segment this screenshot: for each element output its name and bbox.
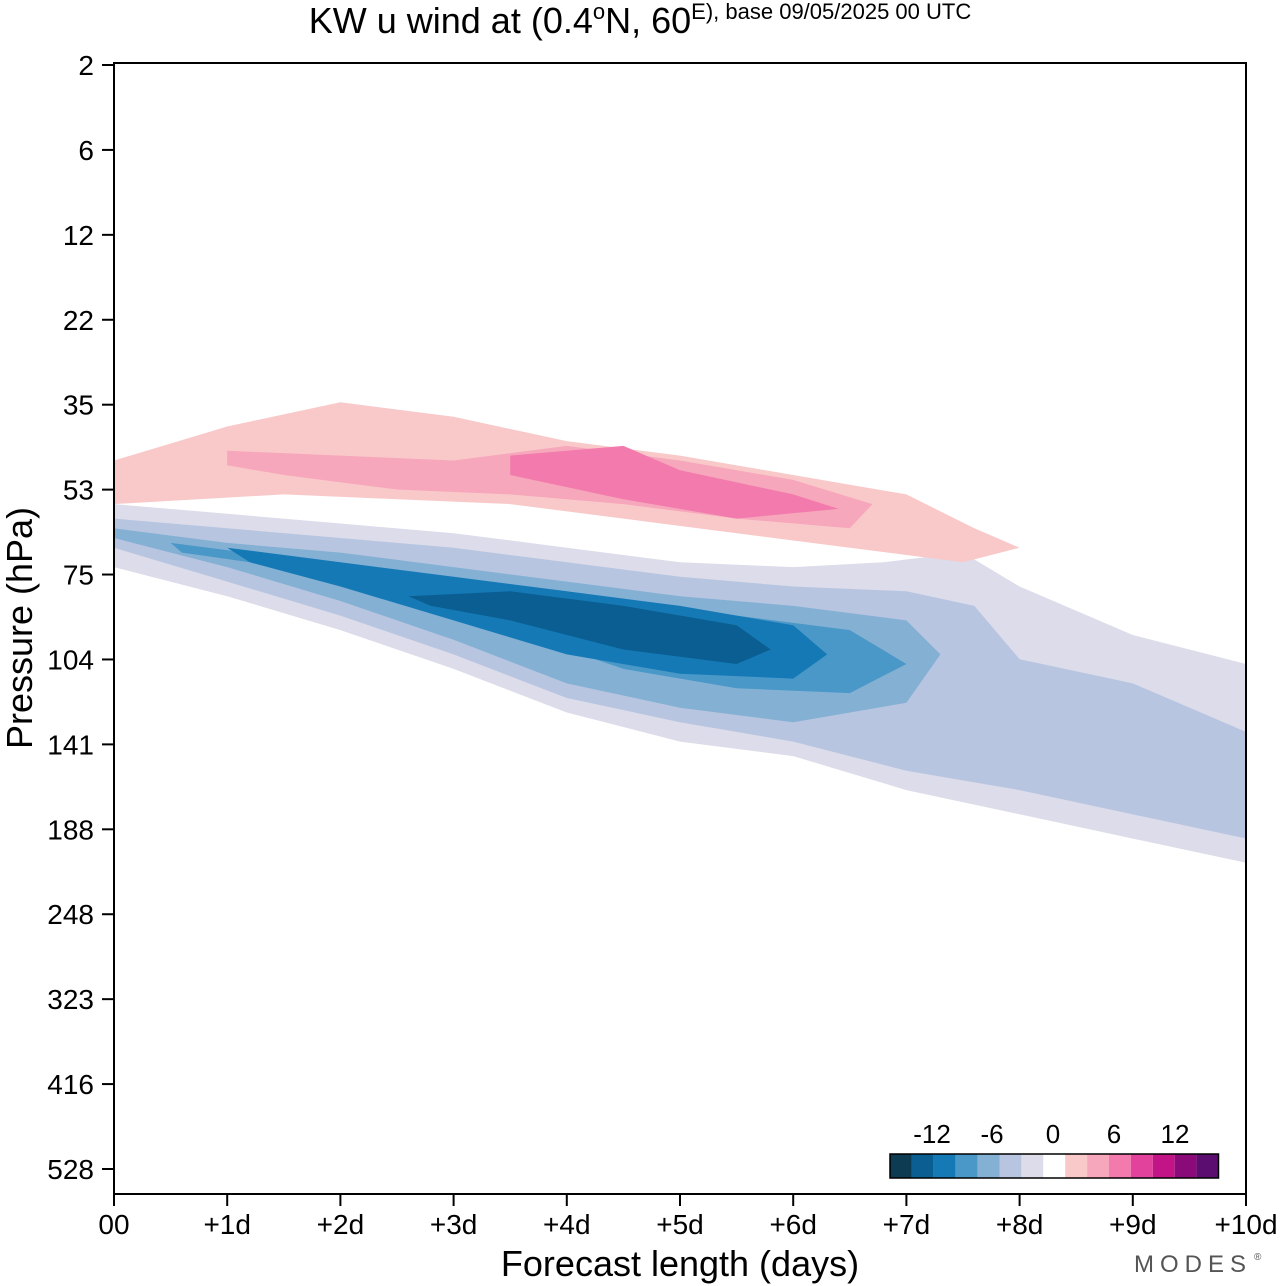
y-tick-label: 2 bbox=[78, 50, 94, 81]
y-axis: 2 6 12 22 35 53 75 104 141 188 248 323 416 528 bbox=[47, 50, 114, 1185]
x-tick-label: +5d bbox=[656, 1209, 704, 1240]
title-part: KW u wind at (0.4 bbox=[309, 0, 593, 41]
title-superscript: o bbox=[593, 0, 605, 24]
y-tick-label: 104 bbox=[47, 644, 94, 675]
colorbar-label: 0 bbox=[1046, 1119, 1060, 1149]
colorbar: -12 -6 0 6 12 bbox=[889, 1119, 1220, 1179]
x-tick-label: +7d bbox=[883, 1209, 931, 1240]
colorbar-swatch bbox=[1109, 1154, 1131, 1178]
colorbar-swatch bbox=[1087, 1154, 1109, 1178]
x-axis: 00 +1d +2d +3d +4d +5d +6d +7d +8d +9d +10d bbox=[98, 1194, 1278, 1240]
y-tick-label: 248 bbox=[47, 899, 94, 930]
x-tick-label: +3d bbox=[430, 1209, 478, 1240]
x-tick-label: +2d bbox=[317, 1209, 365, 1240]
colorbar-swatch bbox=[1196, 1154, 1219, 1178]
y-tick-label: 53 bbox=[63, 475, 94, 506]
colorbar-swatch bbox=[911, 1154, 934, 1178]
x-tick-label: +8d bbox=[996, 1209, 1044, 1240]
y-tick-label: 141 bbox=[47, 729, 94, 760]
colorbar-label: -12 bbox=[913, 1119, 951, 1149]
y-tick-label: 35 bbox=[63, 390, 94, 421]
x-tick-label: +6d bbox=[769, 1209, 817, 1240]
colorbar-swatch bbox=[1021, 1154, 1044, 1178]
y-axis-label: Pressure (hPa) bbox=[0, 507, 40, 749]
colorbar-swatch bbox=[1130, 1154, 1153, 1178]
colorbar-swatch bbox=[1174, 1154, 1197, 1178]
y-tick-label: 323 bbox=[47, 984, 94, 1015]
chart-title: KW u wind at (0.4oN, 60E), base 09/05/20… bbox=[309, 0, 972, 41]
x-axis-label: Forecast length (days) bbox=[501, 1243, 859, 1284]
x-tick-label: 00 bbox=[98, 1209, 129, 1240]
y-tick-label: 6 bbox=[78, 135, 94, 166]
y-tick-label: 188 bbox=[47, 814, 94, 845]
x-tick-label: +10d bbox=[1214, 1209, 1277, 1240]
y-tick-label: 22 bbox=[63, 305, 94, 336]
colorbar-swatch bbox=[977, 1154, 1000, 1178]
colorbar-swatch bbox=[1043, 1154, 1066, 1178]
colorbar-swatch bbox=[890, 1154, 912, 1178]
colorbar-label: -6 bbox=[980, 1119, 1003, 1149]
y-tick-label: 75 bbox=[63, 560, 94, 591]
colorbar-swatch bbox=[999, 1154, 1022, 1178]
colorbar-swatch bbox=[955, 1154, 978, 1178]
colorbar-swatch bbox=[933, 1154, 956, 1178]
y-tick-label: 416 bbox=[47, 1069, 94, 1100]
modes-logo: MODES bbox=[1134, 1251, 1252, 1278]
contour-region bbox=[510, 445, 839, 519]
contour-region bbox=[408, 591, 771, 664]
plot-area bbox=[114, 402, 1246, 863]
colorbar-frame bbox=[889, 1153, 1220, 1179]
x-tick-label: +1d bbox=[203, 1209, 251, 1240]
colorbar-label: 12 bbox=[1161, 1119, 1190, 1149]
x-tick-label: +9d bbox=[1109, 1209, 1157, 1240]
title-superscript: E), base 09/05/2025 00 UTC bbox=[691, 0, 971, 24]
y-tick-label: 12 bbox=[63, 220, 94, 251]
modes-logo-mark: ® bbox=[1254, 1252, 1262, 1263]
x-tick-label: +4d bbox=[543, 1209, 591, 1240]
colorbar-swatch bbox=[1065, 1154, 1088, 1178]
colorbar-label: 6 bbox=[1107, 1119, 1121, 1149]
y-tick-label: 528 bbox=[47, 1154, 94, 1185]
colorbar-swatch bbox=[1152, 1154, 1175, 1178]
title-part: N, 60 bbox=[605, 0, 691, 41]
